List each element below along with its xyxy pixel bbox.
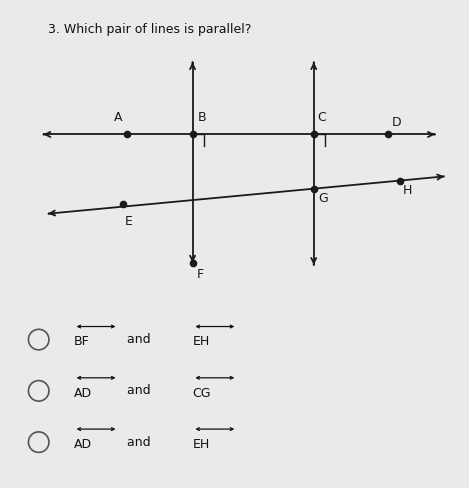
Text: EH: EH bbox=[192, 335, 210, 348]
Text: AD: AD bbox=[74, 438, 92, 451]
Text: 3. Which pair of lines is parallel?: 3. Which pair of lines is parallel? bbox=[48, 22, 251, 36]
Text: B: B bbox=[197, 111, 206, 124]
Text: and: and bbox=[123, 385, 155, 397]
Text: G: G bbox=[318, 192, 328, 205]
Text: and: and bbox=[123, 333, 155, 346]
Text: E: E bbox=[125, 215, 133, 227]
Text: C: C bbox=[317, 111, 325, 124]
Text: BF: BF bbox=[74, 335, 90, 348]
Text: A: A bbox=[113, 111, 122, 124]
Text: F: F bbox=[197, 268, 204, 281]
Text: AD: AD bbox=[74, 386, 92, 400]
Text: D: D bbox=[392, 116, 401, 129]
Text: and: and bbox=[123, 436, 155, 448]
Text: CG: CG bbox=[192, 386, 211, 400]
Text: EH: EH bbox=[192, 438, 210, 451]
Text: H: H bbox=[403, 184, 412, 197]
